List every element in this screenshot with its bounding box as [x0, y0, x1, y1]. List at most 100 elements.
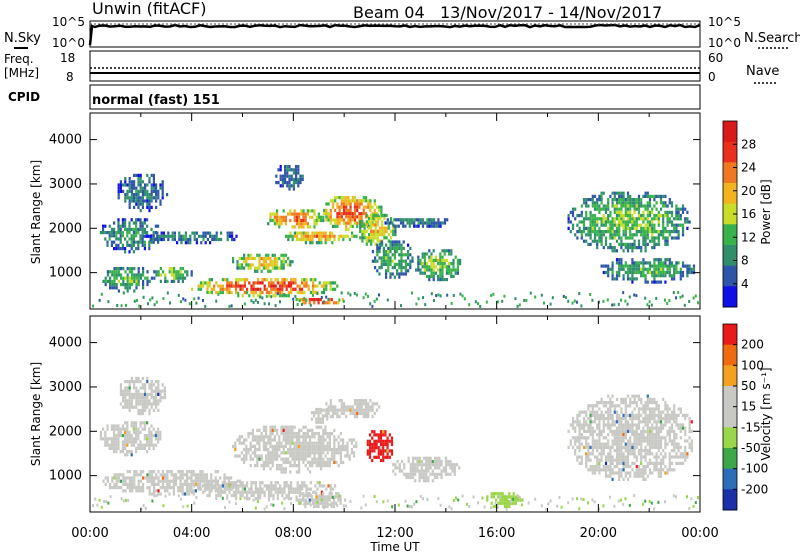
- echo-cell: [445, 278, 448, 282]
- echo-cell: [637, 207, 641, 211]
- echo-cell: [596, 404, 599, 408]
- echo-cell: [133, 276, 136, 280]
- echo-cell: [615, 455, 619, 459]
- echo-cell: [113, 473, 116, 477]
- echo-cell: [144, 392, 147, 396]
- echo-cell: [280, 222, 283, 226]
- echo-cell: [308, 501, 311, 505]
- echo-cell: [155, 399, 158, 403]
- echo-cell: [150, 389, 153, 393]
- echo-cell: [342, 234, 345, 238]
- echo-cell: [249, 266, 252, 270]
- echo-cell: [339, 432, 342, 436]
- echo-cell: [186, 476, 189, 480]
- echo-cell: [119, 402, 122, 406]
- echo-cell: [350, 448, 353, 452]
- echo-cell: [362, 411, 365, 415]
- echo-cell: [631, 220, 634, 224]
- echo-cell: [596, 204, 599, 208]
- echo-cell: [115, 476, 118, 480]
- echo-cell: [206, 237, 209, 242]
- echo-cell: [258, 454, 261, 458]
- echo-cell: [370, 217, 373, 221]
- echo-cell: [385, 259, 388, 263]
- echo-cell: [323, 408, 326, 412]
- echo-cell: [574, 217, 577, 221]
- echo-cell: [631, 417, 634, 421]
- echo-cell: [150, 199, 153, 203]
- echo-cell: [309, 451, 312, 455]
- echo-cell: [618, 442, 621, 446]
- echo-cell: [290, 284, 293, 288]
- echo-cell: [596, 207, 599, 211]
- echo-cell: [640, 230, 643, 234]
- echo-cell: [239, 287, 242, 291]
- echo-cell: [331, 454, 334, 458]
- echo-cell: [396, 246, 399, 250]
- echo-cell: [124, 276, 127, 280]
- echo-cell: [102, 427, 105, 431]
- echo-cell: [615, 223, 619, 227]
- echo-cell: [637, 449, 641, 453]
- echo-cell: [322, 444, 325, 448]
- echo-cell: [309, 487, 312, 491]
- echo-cell: [133, 386, 136, 390]
- echo-cell: [587, 426, 590, 430]
- nsearch-label: N.Search: [744, 31, 800, 46]
- echo-cell: [600, 429, 603, 433]
- echo-cell: [666, 410, 669, 414]
- echo-cell: [362, 221, 365, 225]
- echo-cell: [351, 405, 354, 409]
- echo-cell: [311, 448, 314, 452]
- echo-cell: [150, 473, 153, 477]
- echo-cell: [409, 475, 412, 480]
- echo-cell: [613, 249, 616, 253]
- echo-cell: [633, 397, 636, 401]
- echo-cell: [585, 204, 588, 208]
- echo-cell: [317, 432, 320, 436]
- echo-cell: [618, 214, 621, 218]
- echo-cell: [119, 240, 122, 244]
- echo-cell: [377, 436, 380, 440]
- echo-cell: [157, 189, 160, 193]
- echo-cell: [339, 444, 342, 448]
- colorbar-segment: [723, 286, 737, 308]
- echo-cell: [640, 214, 643, 218]
- echo-cell: [281, 177, 284, 181]
- echo-cell: [633, 242, 636, 246]
- echo-cell: [315, 444, 318, 448]
- echo-cell: [126, 273, 129, 277]
- echo-cell: [221, 484, 224, 488]
- echo-cell: [419, 262, 422, 266]
- echo-cell: [342, 208, 346, 212]
- echo-cell: [437, 221, 440, 225]
- echo-cell: [259, 493, 262, 498]
- echo-cell: [336, 196, 339, 200]
- echo-cell: [106, 440, 109, 444]
- echo-cell: [351, 231, 354, 235]
- echo-cell: [251, 444, 254, 448]
- echo-cell: [681, 274, 685, 278]
- echo-cell: [635, 417, 638, 421]
- echo-cell: [279, 487, 282, 491]
- echo-cell: [651, 226, 654, 230]
- echo-cell: [324, 495, 327, 499]
- echo-cell: [159, 473, 162, 477]
- echo-cell: [110, 427, 113, 431]
- echo-cell: [653, 433, 656, 437]
- echo-cell: [439, 278, 442, 282]
- echo-cell: [644, 277, 647, 281]
- echo-cell: [404, 218, 407, 222]
- echo-cell: [243, 490, 246, 494]
- echo-cell: [338, 408, 341, 412]
- echo-cell: [235, 481, 238, 485]
- echo-cell: [331, 224, 335, 228]
- echo-cell: [633, 201, 636, 205]
- echo-cell: [259, 287, 262, 291]
- echo-cell: [309, 444, 312, 448]
- echo-cell: [302, 237, 305, 242]
- echo-cell: [161, 389, 164, 393]
- echo-cell: [231, 234, 234, 238]
- echo-cell: [591, 445, 594, 449]
- echo-cell: [298, 451, 301, 455]
